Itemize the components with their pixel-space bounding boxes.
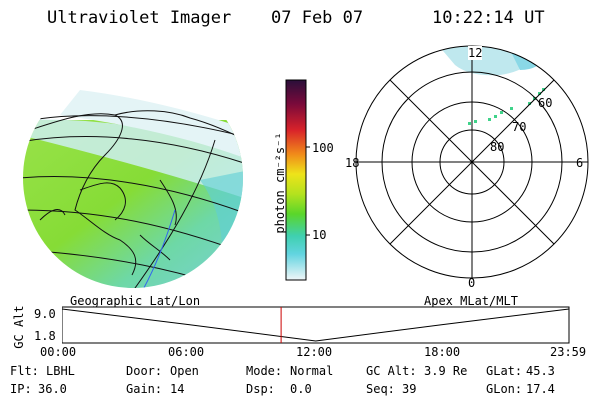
info-mode-label: Mode:: [246, 364, 283, 378]
colorbar-unit-label: photon cm⁻²s⁻¹: [273, 132, 287, 234]
xtick-1200: 12:00: [296, 345, 333, 359]
timeline-chart: [62, 306, 570, 344]
xtick-0000: 00:00: [40, 345, 77, 359]
colorbar-tick-10: 10: [312, 228, 327, 242]
ytick-top: 9.0: [34, 307, 56, 321]
info-ip-value: 36.0: [38, 382, 67, 396]
apex-label: Apex MLat/MLT: [424, 294, 518, 308]
date-label: 07 Feb 07: [271, 8, 364, 28]
info-glon-label: GLon:: [486, 382, 523, 396]
xtick-2359: 23:59: [550, 345, 587, 359]
app-title: Ultraviolet Imager: [47, 8, 232, 28]
info-gcalt-value: 3.9 Re: [424, 364, 468, 378]
info-gain-label: Gain:: [126, 382, 163, 396]
xtick-0600: 06:00: [168, 345, 205, 359]
clock-label-bottom: 0: [468, 276, 476, 290]
polar-plot: [355, 45, 589, 279]
info-gcalt-label: GC Alt:: [366, 364, 417, 378]
colorbar: [285, 79, 310, 281]
info-door-value: Open: [170, 364, 199, 378]
info-mode-value: Normal: [290, 364, 334, 378]
ring-label-70: 70: [512, 120, 527, 134]
info-ip-label: IP:: [10, 382, 32, 396]
info-seq-value: 39: [402, 382, 417, 396]
clock-label-top: 12: [468, 46, 483, 60]
info-glon-value: 17.4: [526, 382, 555, 396]
altitude-curve: [62, 308, 570, 342]
info-glat-label: GLat:: [486, 364, 523, 378]
ring-label-60: 60: [538, 96, 553, 110]
info-seq-label: Seq:: [366, 382, 395, 396]
info-door-label: Door:: [126, 364, 163, 378]
info-gain-value: 14: [170, 382, 185, 396]
ytick-bottom: 1.8: [34, 329, 56, 343]
globe-image: [23, 68, 243, 288]
xtick-1800: 18:00: [424, 345, 461, 359]
info-dsp-value: 0.0: [290, 382, 312, 396]
timeline-frame: [62, 306, 570, 344]
colorbar-tick-100: 100: [312, 141, 334, 155]
info-flt-value: LBHL: [46, 364, 75, 378]
geographic-label: Geographic Lat/Lon: [70, 294, 201, 308]
info-glat-value: 45.3: [526, 364, 555, 378]
clock-label-right: 6: [576, 156, 584, 170]
ring-label-80: 80: [490, 140, 505, 154]
clock-label-left: 18: [345, 156, 360, 170]
info-dsp-label: Dsp:: [246, 382, 275, 396]
time-label: 10:22:14 UT: [432, 8, 545, 28]
info-flt-label: Flt:: [10, 364, 39, 378]
timeline-ylabel: GC Alt: [12, 305, 26, 349]
